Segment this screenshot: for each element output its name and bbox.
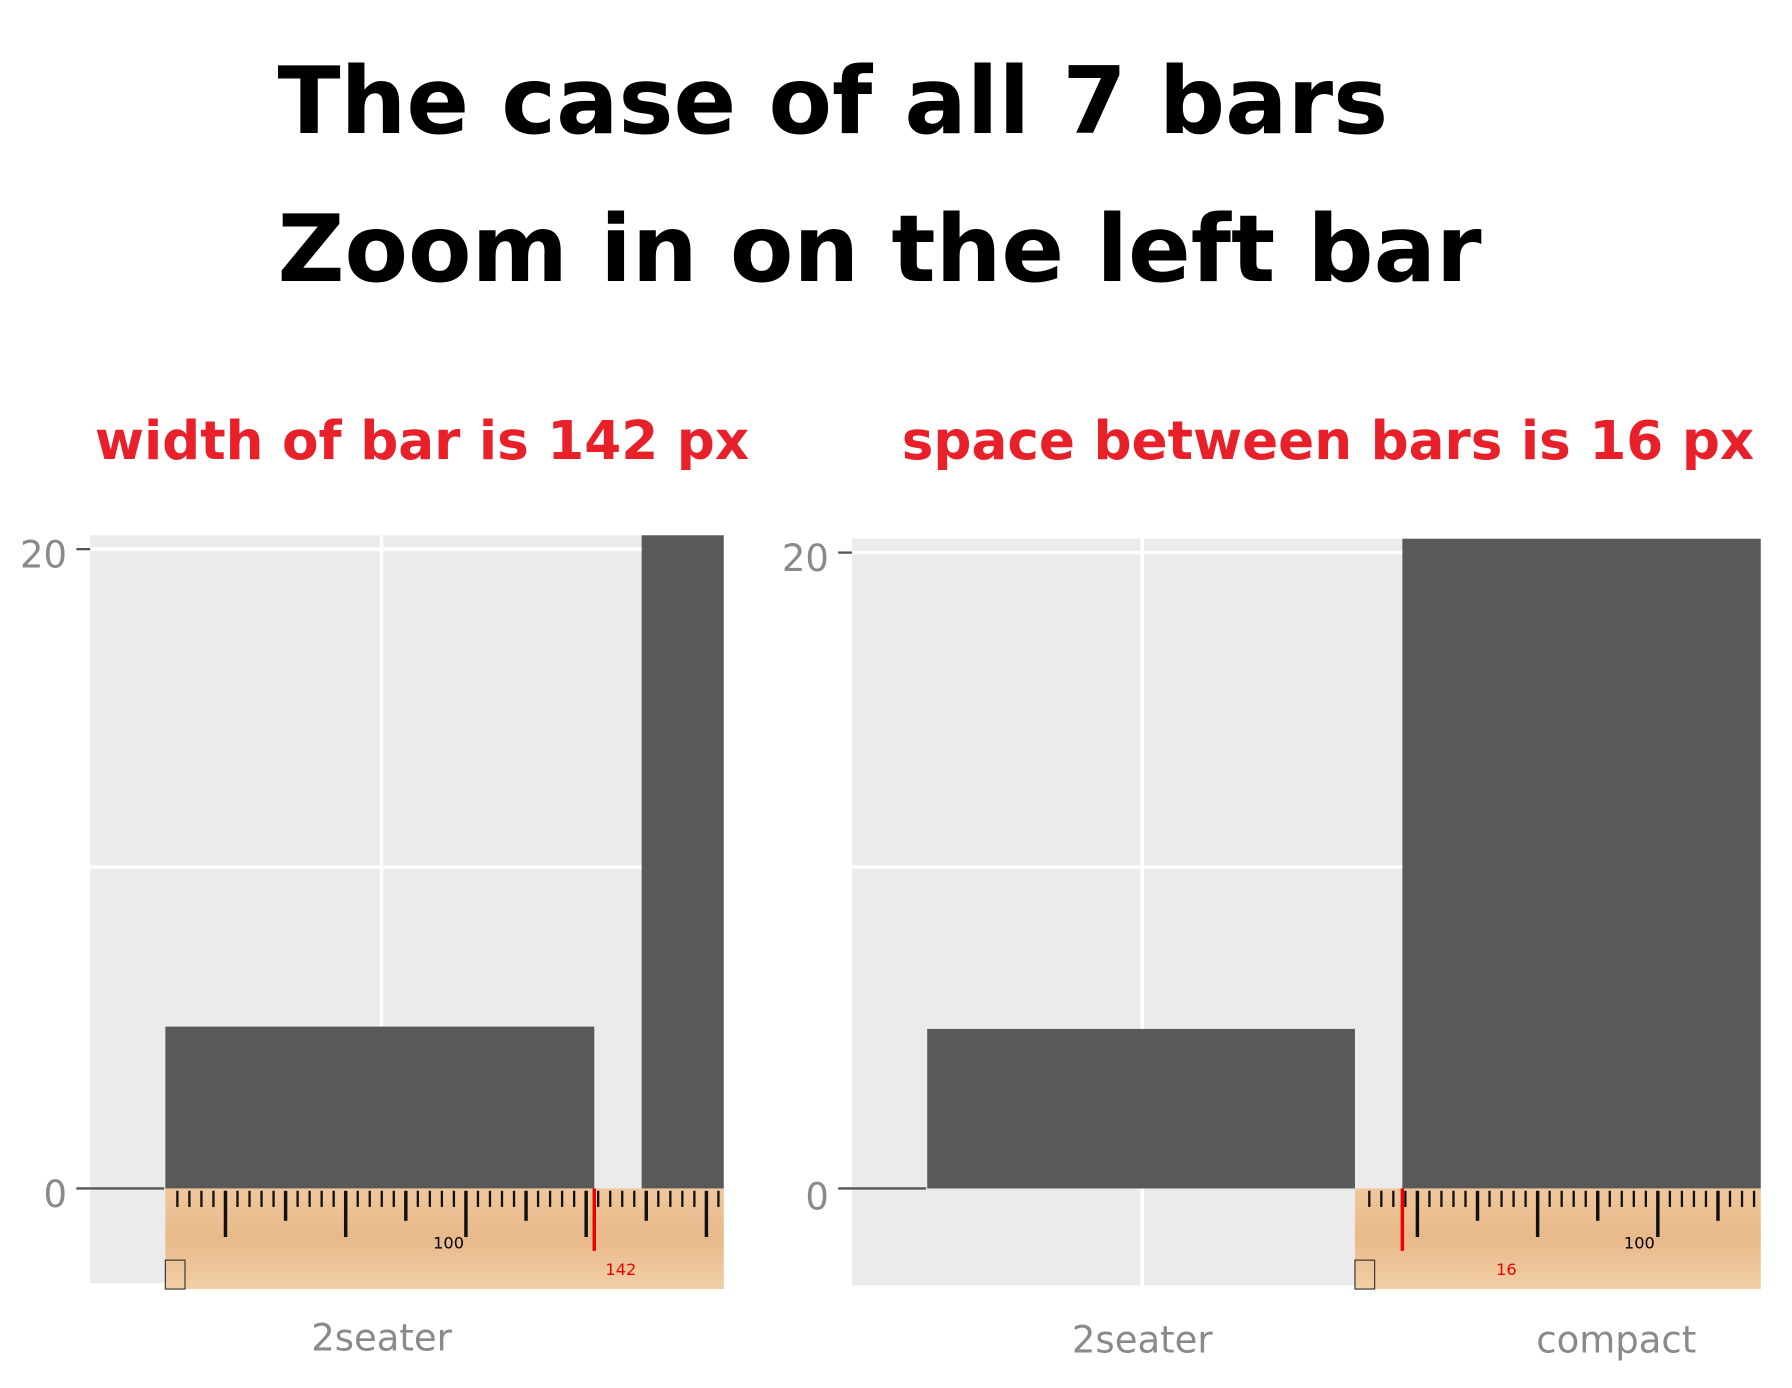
y-tick-label: 0	[805, 1175, 829, 1218]
bar	[1402, 538, 1761, 1189]
y-tick-label: 20	[782, 537, 829, 580]
panel: 20 0 2seater 100 142	[20, 534, 724, 1359]
ruler-icon	[1354, 1259, 1376, 1290]
bar	[641, 535, 724, 1189]
y-tick-label: 20	[20, 534, 67, 577]
y-tick-label: 0	[44, 1173, 68, 1216]
x-label: compact	[1536, 1319, 1696, 1362]
x-label: 2seater	[1072, 1319, 1213, 1362]
bar	[927, 1028, 1355, 1189]
bar	[165, 1026, 595, 1189]
ruler-label: 142	[605, 1260, 636, 1279]
ruler-label: 100	[433, 1234, 464, 1253]
title-line: Zoom in on the left bar	[277, 195, 1481, 303]
ruler-icon	[164, 1259, 186, 1290]
x-label: 2seater	[311, 1316, 452, 1359]
ruler-body	[165, 1188, 724, 1290]
ruler: 100 142	[164, 1188, 724, 1290]
caption: space between bars is 16 px	[902, 410, 1754, 472]
ruler-label: 100	[1624, 1234, 1655, 1253]
ruler-label: 16	[1496, 1260, 1517, 1279]
ruler: 100 16	[1354, 1188, 1761, 1290]
panel: 20 0 2seater compact 100 16	[782, 537, 1761, 1362]
title-line: The case of all 7 bars	[277, 47, 1388, 155]
caption: width of bar is 142 px	[95, 410, 749, 472]
